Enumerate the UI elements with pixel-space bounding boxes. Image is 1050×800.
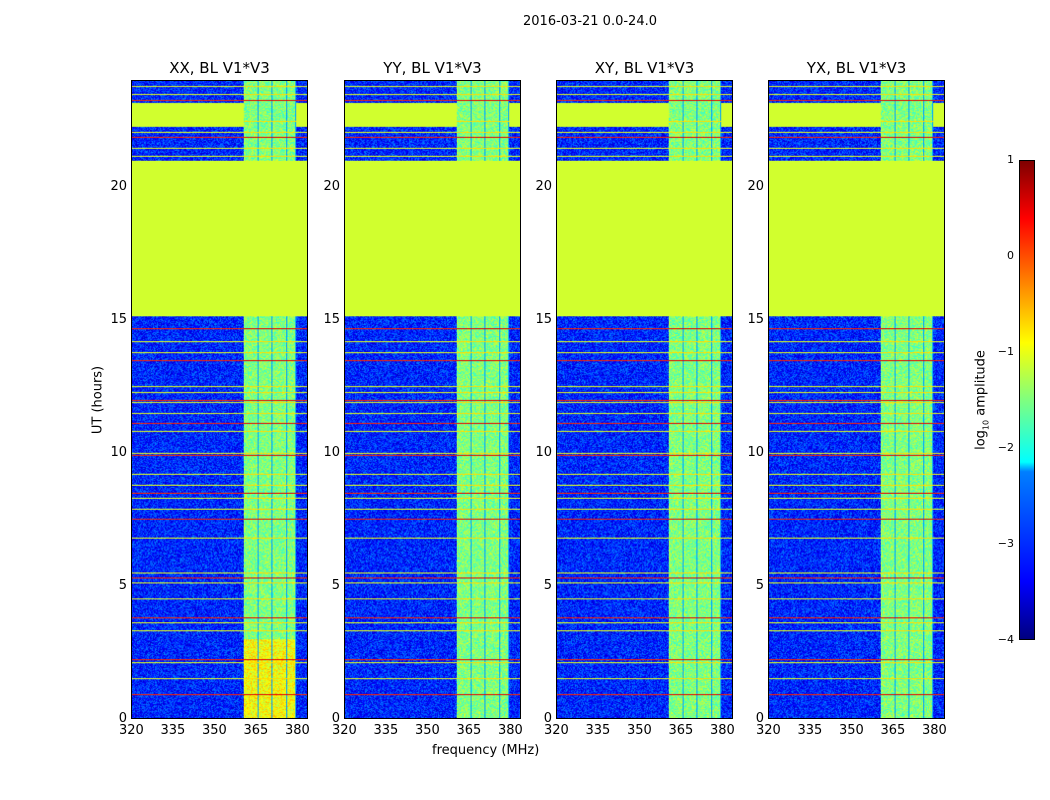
heatmap-image [345,81,520,718]
x-tick-label: 365 [243,723,269,738]
panel-title: YY, BL V1*V3 [383,59,482,77]
y-tick-label: 20 [323,178,340,194]
y-tick-label: 15 [110,311,127,327]
figure-title: 2016-03-21 0.0-24.0 [523,14,657,29]
x-tick-label: 365 [668,723,694,738]
y-tick-label: 0 [543,711,552,726]
panel-title: XX, BL V1*V3 [169,59,270,77]
x-tick-label: 365 [456,723,482,738]
y-tick-label: 0 [118,711,127,726]
colorbar [1019,160,1035,640]
x-tick-label: 335 [585,723,611,738]
y-tick-label: 10 [535,444,552,460]
x-tick-label: 335 [797,723,823,738]
x-tick-label: 320 [544,723,569,738]
x-axis-label: frequency (MHz) [432,743,540,758]
y-tick-label: 0 [331,711,340,726]
heatmap-panel [768,80,945,719]
colorbar-tick-label: 1 [1007,153,1014,166]
y-tick-label: 5 [755,577,764,593]
y-tick-label: 15 [535,311,552,327]
heatmap-panel [344,80,521,719]
y-tick-label: 15 [747,311,764,327]
colorbar-tick-label: −1 [997,345,1014,358]
colorbar-tick-label: −4 [997,633,1014,646]
y-tick-label: 5 [543,577,552,593]
panel-title: YX, BL V1*V3 [806,59,907,77]
y-tick-label: 0 [755,711,764,726]
y-tick-label: 15 [323,311,340,327]
colorbar-tick-label: 0 [1007,249,1014,262]
x-tick-label: 350 [414,723,440,738]
heatmap-image [557,81,732,718]
x-tick-label: 335 [373,723,399,738]
x-tick-label: 350 [626,723,652,738]
heatmap-image [132,81,307,718]
colorbar-tick-label: −3 [997,537,1014,550]
y-tick-label: 20 [110,178,127,194]
x-tick-label: 365 [880,723,906,738]
panel-title: XY, BL V1*V3 [594,59,695,77]
y-axis-label: UT (hours) [90,365,106,435]
x-tick-label: 380 [709,723,735,738]
y-tick-label: 10 [747,444,764,460]
colorbar-label: log10 amplitude [973,350,991,450]
x-tick-label: 350 [838,723,864,738]
y-tick-label: 20 [535,178,552,194]
heatmap-panel [131,80,308,719]
heatmap-panel [556,80,733,719]
x-tick-label: 380 [497,723,523,738]
x-tick-label: 320 [119,723,144,738]
y-tick-label: 10 [323,444,340,460]
y-tick-label: 10 [110,444,127,460]
x-tick-label: 380 [284,723,310,738]
colorbar-tick-label: −2 [997,441,1014,454]
heatmap-image [769,81,944,718]
x-tick-label: 380 [921,723,947,738]
x-tick-label: 350 [201,723,227,738]
y-tick-label: 5 [118,577,127,593]
x-tick-label: 320 [332,723,357,738]
x-tick-label: 335 [160,723,186,738]
x-tick-label: 320 [756,723,781,738]
y-tick-label: 20 [747,178,764,194]
y-tick-label: 5 [331,577,340,593]
